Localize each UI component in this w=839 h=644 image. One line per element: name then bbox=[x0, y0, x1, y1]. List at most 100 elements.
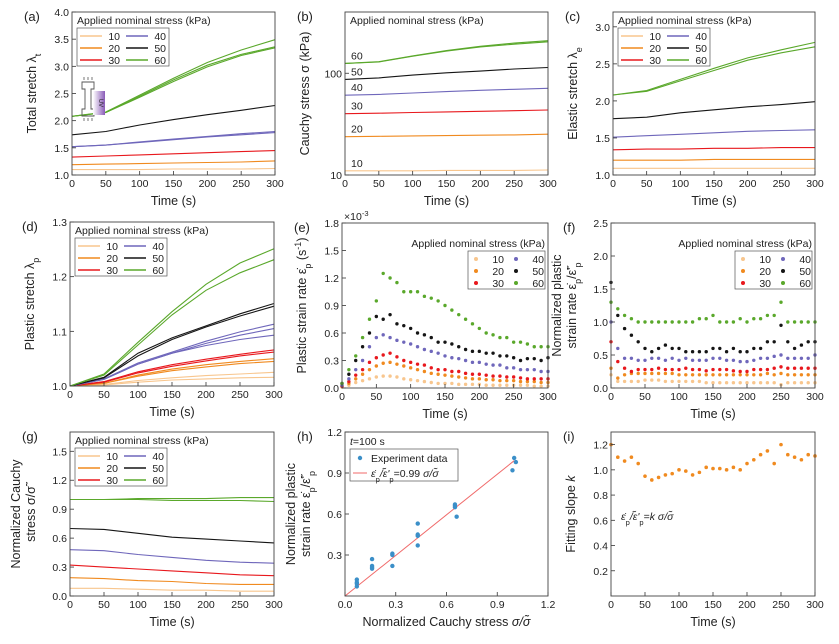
x-tick-label: 200 bbox=[738, 599, 756, 611]
data-point-50 bbox=[443, 340, 447, 344]
series-line-60 bbox=[344, 40, 549, 64]
legend-title: Applied nominal stress (kPa) bbox=[411, 238, 545, 250]
data-point-10 bbox=[643, 378, 647, 382]
x-tick-label: 150 bbox=[165, 178, 183, 190]
data-point-40 bbox=[498, 363, 502, 367]
y-tick-label: 0.6 bbox=[593, 515, 608, 527]
y-tick-label: 1.2 bbox=[327, 427, 342, 439]
series-line-50 bbox=[71, 104, 276, 136]
data-point-30 bbox=[367, 360, 372, 365]
data-point-60 bbox=[718, 320, 722, 324]
data-point-40 bbox=[765, 356, 770, 360]
data-point-50 bbox=[388, 312, 392, 317]
data-point bbox=[629, 455, 634, 460]
data-point-20 bbox=[718, 373, 722, 377]
legend-label: 50 bbox=[532, 266, 544, 278]
data-point-10 bbox=[367, 377, 372, 381]
series-line-30 bbox=[69, 564, 275, 577]
data-point-60 bbox=[429, 296, 433, 300]
data-point-30 bbox=[415, 362, 420, 366]
panel-d: (d) 0 50 100 150 200 250 300 1.0 1.1 1.2 1.3 Time (s… bbox=[22, 217, 283, 419]
y-tick-label: 1.8 bbox=[324, 218, 339, 230]
data-point-40 bbox=[731, 358, 736, 362]
x-tick-label: 0 bbox=[67, 599, 73, 611]
data-point bbox=[622, 459, 627, 463]
legend-label: 40 bbox=[152, 451, 164, 463]
data-point-50 bbox=[718, 346, 722, 351]
plot-frame bbox=[612, 11, 816, 176]
panel-label: (c) bbox=[565, 9, 580, 24]
data-point-10 bbox=[663, 379, 668, 384]
data-point-20 bbox=[491, 378, 495, 382]
y-tick-label: 1.5 bbox=[593, 284, 608, 296]
legend-marker bbox=[514, 281, 518, 285]
data-point-20 bbox=[511, 378, 516, 383]
y-tick-label: 0.6 bbox=[327, 509, 342, 521]
data-point-60 bbox=[799, 320, 804, 324]
data-point-50 bbox=[690, 350, 695, 354]
data-point-20 bbox=[690, 373, 695, 377]
legend-label: 10 bbox=[106, 451, 118, 463]
data-point-40 bbox=[470, 360, 475, 365]
x-axis-label: Time (s) bbox=[149, 615, 194, 629]
data-point-20 bbox=[436, 372, 440, 376]
legend-box bbox=[467, 250, 546, 290]
y-axis-label: strain rate ε̇p/ε̃'p bbox=[565, 262, 583, 348]
data-point-40 bbox=[532, 367, 536, 372]
y-tick-label: 1.2 bbox=[52, 475, 67, 487]
legend-marker bbox=[357, 455, 363, 461]
x-axis-label: Time (s) bbox=[691, 194, 736, 208]
data-point-60 bbox=[792, 320, 797, 324]
data-point-60 bbox=[347, 367, 351, 372]
data-point-10 bbox=[765, 381, 770, 385]
data-point-20 bbox=[663, 371, 668, 376]
data-point-20 bbox=[772, 373, 776, 377]
data-point-50 bbox=[477, 349, 482, 354]
data-point-50 bbox=[457, 345, 461, 349]
x-tick-label: 200 bbox=[471, 391, 489, 403]
data-point-40 bbox=[629, 356, 634, 360]
x-tick-label: 300 bbox=[266, 178, 284, 190]
x-axis-label: Time (s) bbox=[424, 194, 469, 208]
legend-label: 10 bbox=[759, 254, 771, 266]
data-point-30 bbox=[724, 367, 729, 372]
y-tick-label: 1.5 bbox=[52, 446, 67, 458]
y-tick-label: 1.0 bbox=[52, 381, 67, 393]
data-point-60 bbox=[656, 320, 661, 324]
series-line-30 bbox=[344, 109, 549, 115]
panel-label: (h) bbox=[297, 429, 313, 444]
legend-label: 50 bbox=[152, 253, 164, 265]
y-tick-label: 0.3 bbox=[327, 550, 342, 562]
data-point-60 bbox=[806, 320, 810, 324]
data-point-20 bbox=[779, 371, 783, 376]
data-point-50 bbox=[738, 350, 742, 354]
data-point-60 bbox=[738, 317, 742, 321]
series-line-50 bbox=[612, 101, 816, 120]
y-tick-label: 0.6 bbox=[52, 533, 67, 545]
data-point-50 bbox=[367, 331, 372, 335]
data-point-30 bbox=[697, 367, 702, 372]
data-point-10 bbox=[731, 381, 736, 385]
panel-g: (g) 0 50 100 150 200 250 300 0.0 0.3 0.6 0.9 1.2 1.5 T… bbox=[9, 429, 283, 629]
data-point-10 bbox=[684, 379, 688, 384]
data-point-30 bbox=[374, 356, 379, 360]
data-point-30 bbox=[650, 367, 654, 372]
data-point-40 bbox=[422, 347, 427, 352]
data-point-30 bbox=[779, 365, 783, 369]
x-tick-label: 50 bbox=[641, 178, 653, 190]
data-point-20 bbox=[704, 373, 708, 377]
data-point-10 bbox=[806, 381, 810, 385]
legend-marker bbox=[514, 269, 518, 273]
data-point-60 bbox=[388, 276, 392, 280]
legend-label: 20 bbox=[106, 463, 118, 475]
y-axis-label: Normalized Cauchy bbox=[9, 459, 23, 569]
data-point bbox=[511, 455, 517, 461]
series-line-30 bbox=[69, 349, 275, 387]
x-tick-label: 0 bbox=[69, 178, 75, 190]
data-point-20 bbox=[367, 367, 372, 372]
data-point-50 bbox=[650, 350, 654, 354]
y-tick-label: 100 bbox=[324, 68, 342, 80]
load-arrows-icon bbox=[83, 77, 93, 121]
data-point-50 bbox=[360, 345, 365, 349]
